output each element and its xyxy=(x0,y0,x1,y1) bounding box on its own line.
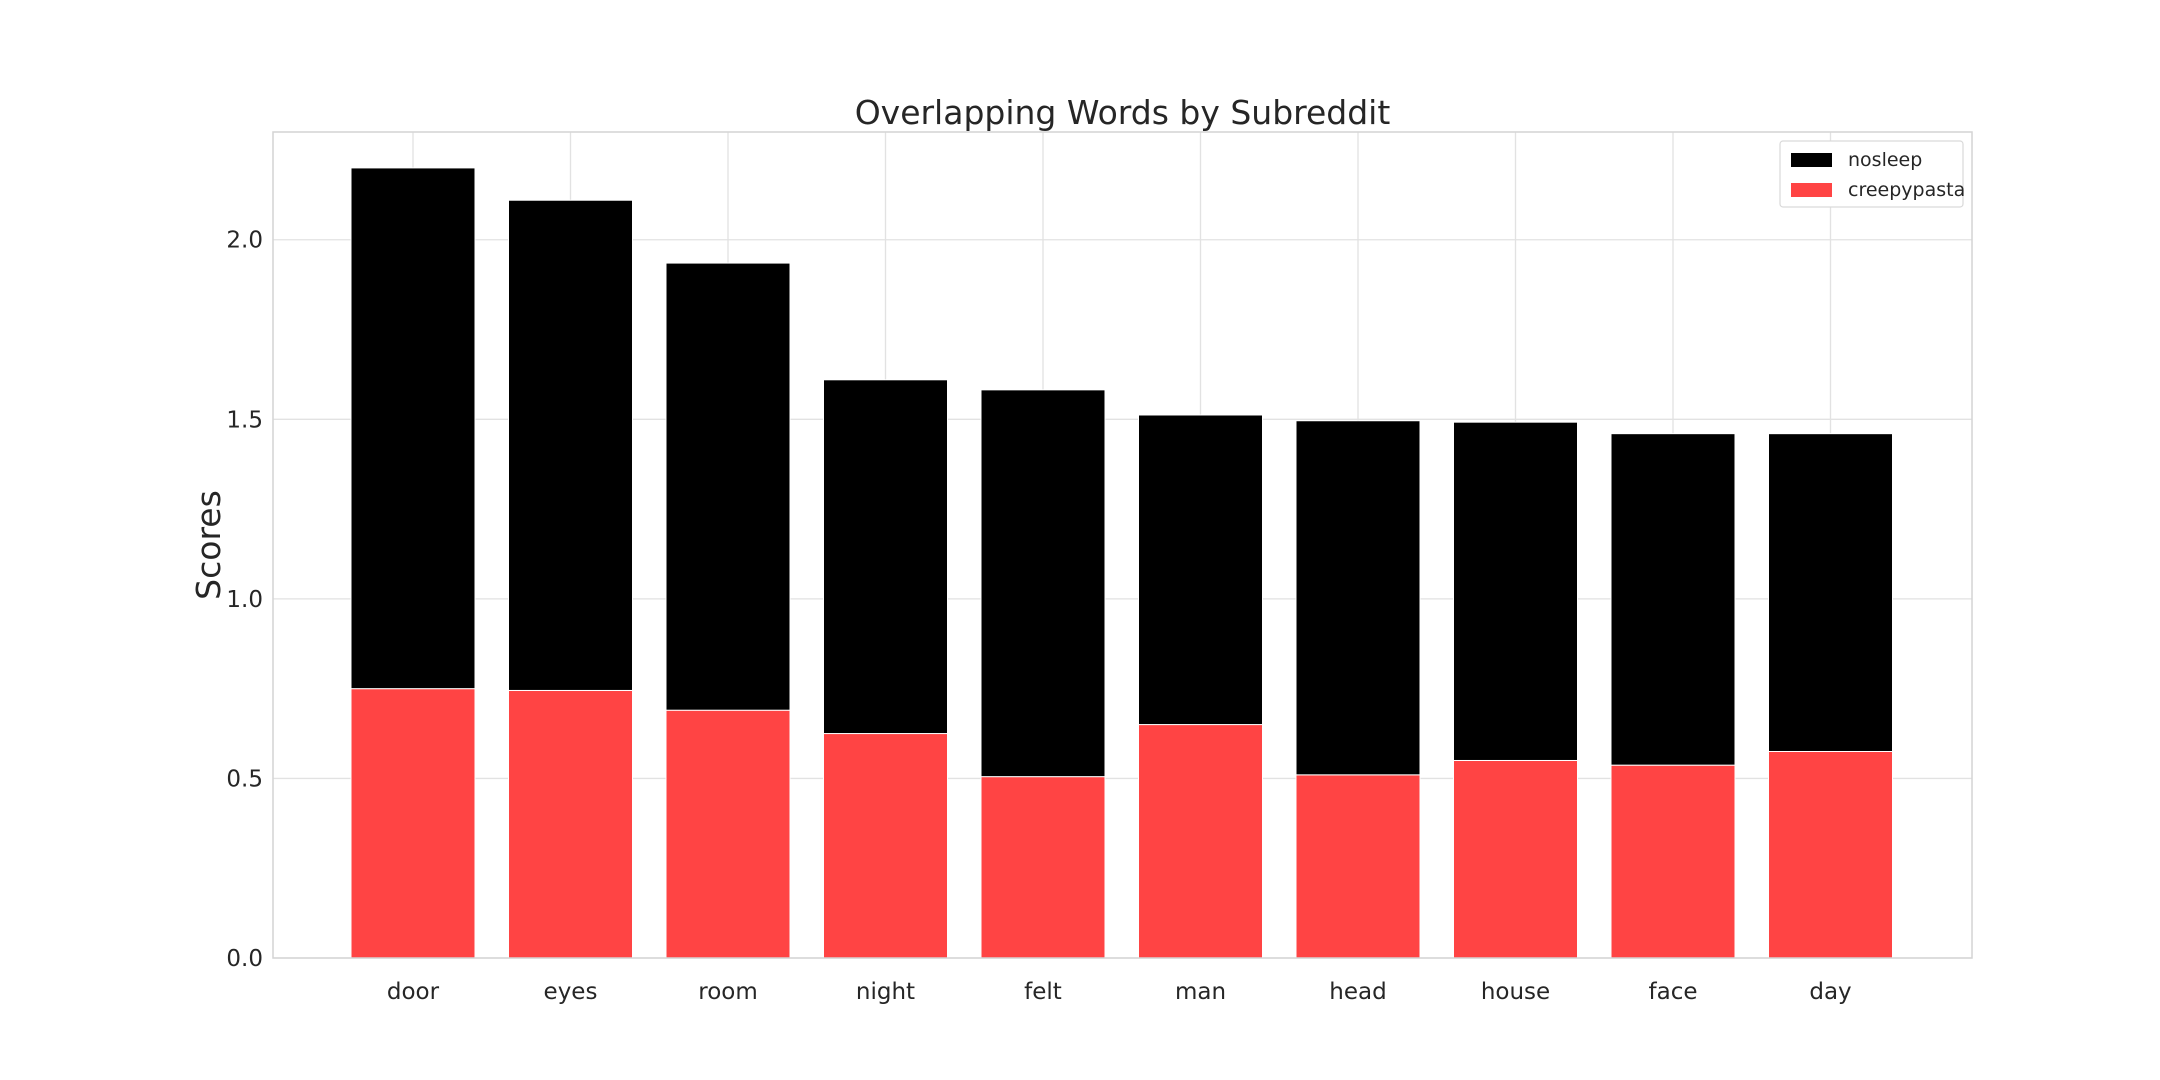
x-tick-label-man: man xyxy=(1175,979,1226,1005)
y-tick-label: 0.0 xyxy=(226,946,263,972)
bar-nosleep-eyes xyxy=(508,199,633,691)
y-axis-label: Scores xyxy=(189,490,228,600)
x-tick-label-room: room xyxy=(698,979,758,1005)
x-axis-ticks: door eyes room night felt man head house face day xyxy=(387,979,1852,1005)
bar-nosleep-face xyxy=(1610,433,1736,766)
x-tick-label-door: door xyxy=(387,979,440,1005)
bar-nosleep-felt xyxy=(980,389,1106,778)
bar-nosleep-night xyxy=(823,379,948,735)
y-tick-label: 0.5 xyxy=(226,766,263,792)
y-tick-label: 2.0 xyxy=(226,228,263,254)
y-tick-label: 1.5 xyxy=(226,407,263,433)
bar-creepypasta-night xyxy=(823,733,948,959)
x-tick-label-house: house xyxy=(1481,979,1550,1005)
bar-creepypasta-door xyxy=(350,688,476,959)
x-tick-label-eyes: eyes xyxy=(544,979,598,1005)
bar-nosleep-house xyxy=(1453,421,1578,761)
bar-creepypasta-house xyxy=(1453,759,1578,959)
bar-creepypasta-room xyxy=(665,709,791,959)
bar-creepypasta-felt xyxy=(980,776,1106,959)
x-tick-label-night: night xyxy=(856,979,915,1005)
bar-creepypasta-eyes xyxy=(508,689,633,959)
x-tick-label-head: head xyxy=(1329,979,1386,1005)
x-tick-label-face: face xyxy=(1649,979,1698,1005)
legend-swatch-nosleep xyxy=(1791,153,1832,167)
bar-nosleep-room xyxy=(665,262,791,711)
bar-nosleep-head xyxy=(1295,420,1421,776)
bar-creepypasta-head xyxy=(1295,774,1421,959)
bar-creepypasta-face xyxy=(1610,764,1736,959)
bars xyxy=(350,167,1893,959)
chart-title: Overlapping Words by Subreddit xyxy=(855,93,1391,132)
y-tick-label: 1.0 xyxy=(226,587,263,613)
legend-label-nosleep: nosleep xyxy=(1848,149,1922,171)
bar-creepypasta-day xyxy=(1768,751,1893,959)
x-tick-label-day: day xyxy=(1809,979,1851,1005)
legend-label-creepypasta: creepypasta xyxy=(1848,179,1965,201)
plot-frame xyxy=(272,131,1973,959)
legend: nosleep creepypasta xyxy=(1779,140,1965,208)
bar-nosleep-day xyxy=(1768,433,1893,752)
legend-swatch-creepypasta xyxy=(1791,183,1832,197)
bar-nosleep-door xyxy=(350,167,476,690)
x-tick-label-felt: felt xyxy=(1024,979,1062,1005)
bar-nosleep-man xyxy=(1138,414,1263,726)
y-axis-ticks: 0.0 0.5 1.0 1.5 2.0 xyxy=(226,228,263,972)
bar-creepypasta-man xyxy=(1138,724,1263,959)
